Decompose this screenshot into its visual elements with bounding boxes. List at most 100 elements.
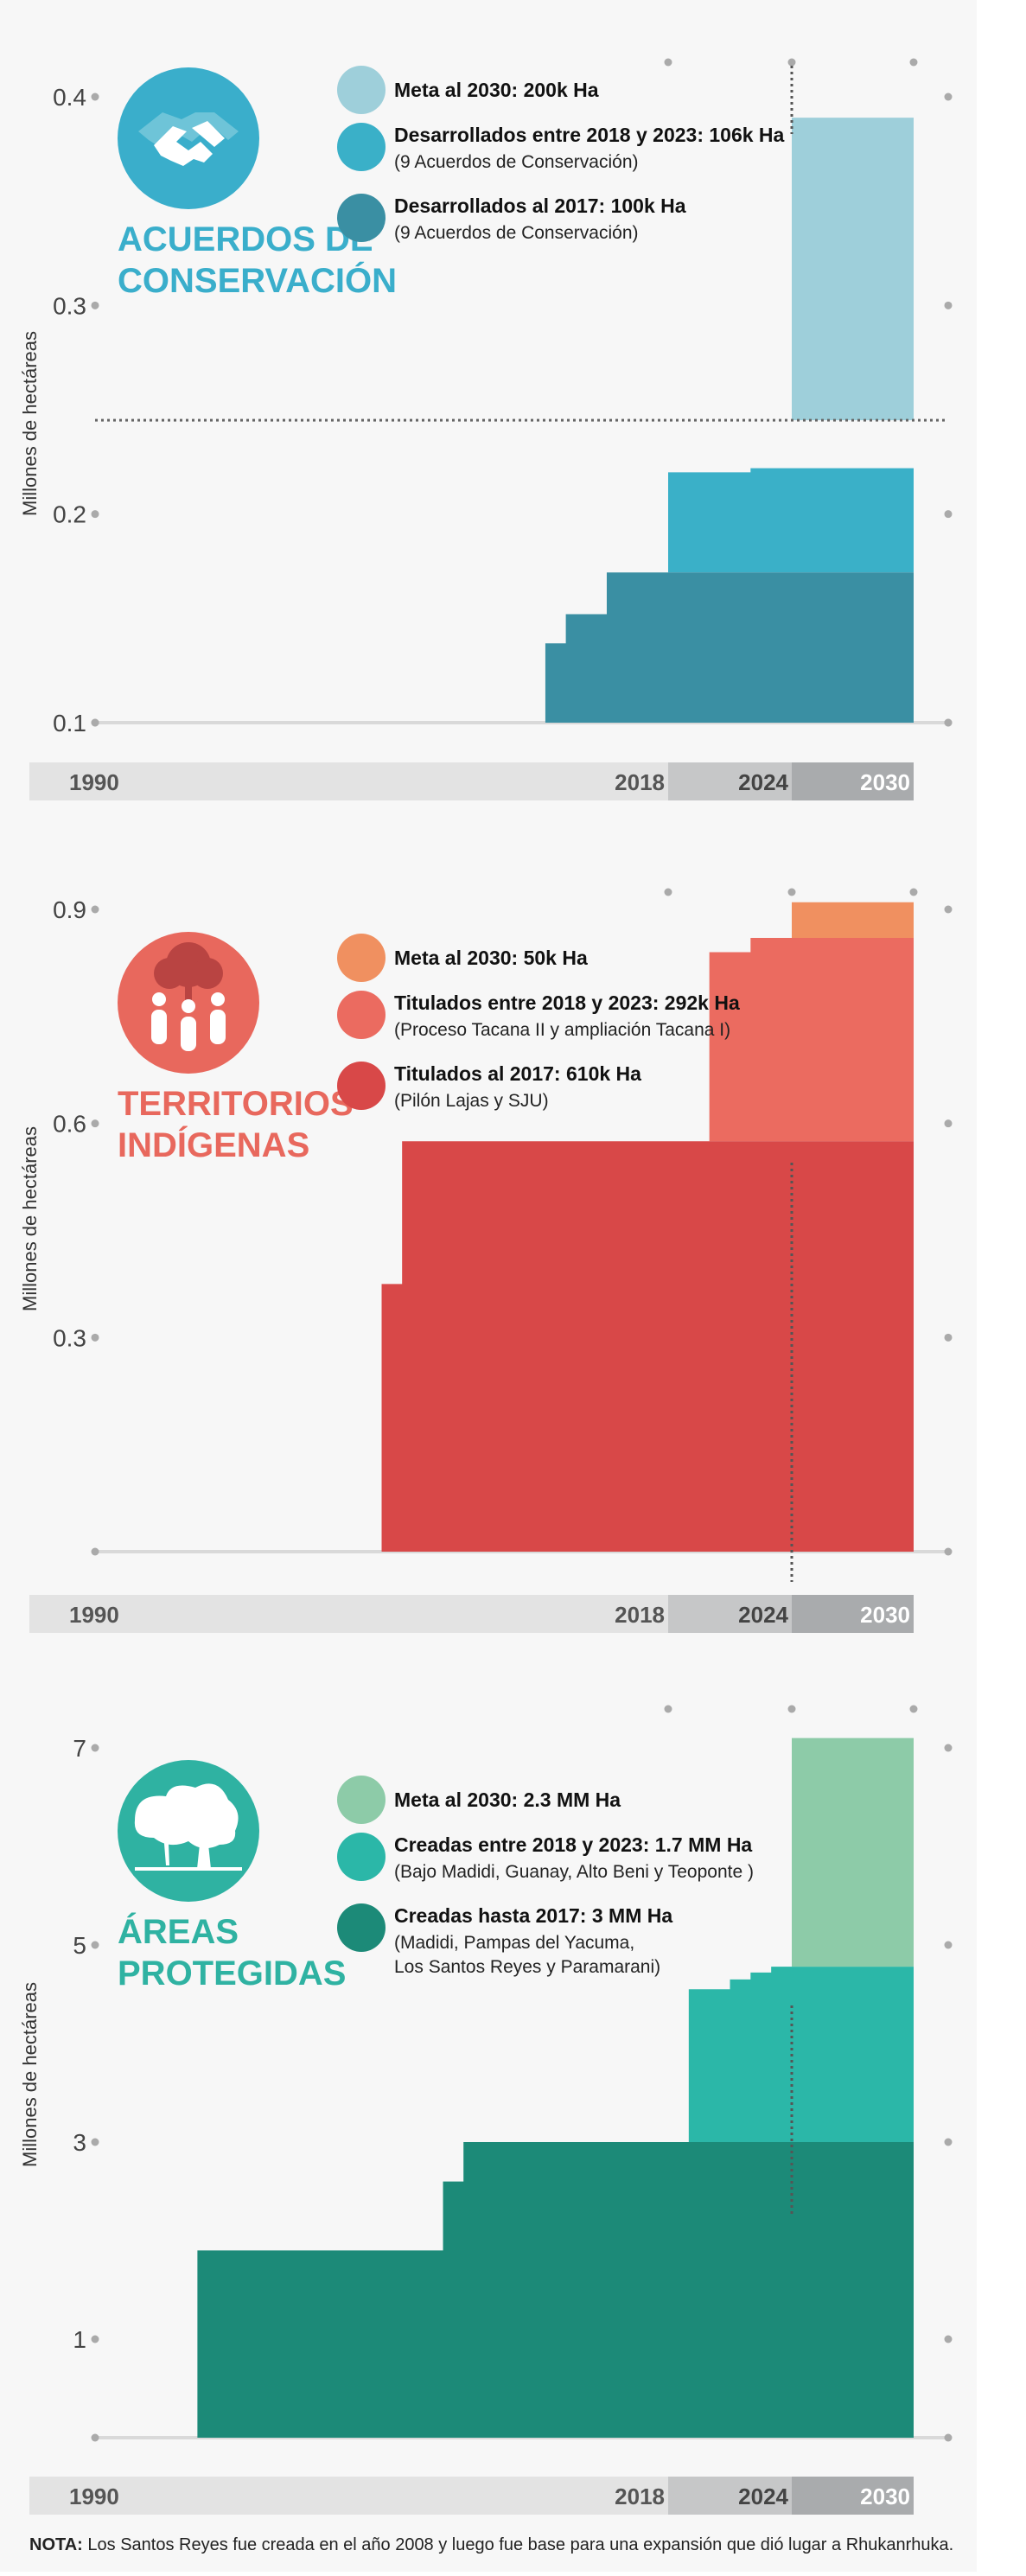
timeline-year-label: 1990 [69,769,119,795]
footnote-label: NOTA: [29,2535,83,2554]
footnote: NOTA: Los Santos Reyes fue creada en el … [29,2535,953,2554]
tree-trunk [197,1836,211,1869]
legend-subtitle: (Madidi, Pampas del Yacuma, [394,1933,634,1953]
year-marker-dot [909,58,918,67]
y-tick-label: 7 [73,1735,86,1762]
footnote-text: Los Santos Reyes fue creada en el año 20… [83,2535,953,2554]
timeline-year-label: 2024 [738,2484,788,2509]
legend-swatch [337,66,386,114]
chart-panel-3: Millones de hectáreas 7 5 3 1 1990 2018 2024 203… [19,1705,953,2515]
person-body [210,1010,226,1044]
y-tick-dot-right [944,2138,953,2146]
ground-line [135,1867,242,1871]
handshake-hand [192,121,225,147]
y-tick-label: 0.4 [53,84,86,111]
legend-title: Creadas entre 2018 y 2023: 1.7 MM Ha [394,1833,752,1856]
legend-title: Desarrollados entre 2018 y 2023: 106k Ha [394,124,785,146]
trees-icon [134,1783,242,1871]
year-marker-dot [664,888,672,896]
category-title: PROTEGIDAS [118,1954,346,1993]
timeline-year-label: 2024 [738,1602,788,1628]
y-tick-label: 1 [73,2326,86,2353]
timeline-strip-recent [668,1595,792,1633]
legend-swatch [337,123,386,171]
goal-area [792,1738,914,1967]
legend-subtitle: Los Santos Reyes y Paramarani) [394,1957,660,1977]
tree-canopy [134,1783,239,1849]
legend-title: Titulados al 2017: 610k Ha [394,1062,641,1085]
legend-swatch [337,1903,386,1952]
y-tick-label: 3 [73,2129,86,2156]
base-area [381,1141,914,1552]
category-title: INDÍGENAS [118,1125,309,1164]
goal-area [792,902,914,939]
y-axis-title: Millones de hectáreas [19,331,41,516]
y-axis-title: Millones de hectáreas [19,1982,41,2167]
y-tick-dot-right [944,1119,953,1128]
tree-canopy [154,958,185,989]
legend-subtitle: (Bajo Madidi, Guanay, Alto Beni y Teopon… [394,1862,754,1882]
year-marker-dot [787,888,796,896]
person-head [182,999,195,1013]
y-tick-dot [91,301,99,309]
year-marker-dot [664,58,672,67]
year-marker-dot [909,1705,918,1713]
y-tick-dot [91,1333,99,1342]
y-tick-dot [91,905,99,914]
legend-subtitle: (9 Acuerdos de Conservación) [394,152,639,172]
timeline-strip-past [29,1595,668,1633]
y-tick-dot [91,2138,99,2146]
legend-subtitle: (Proceso Tacana II y ampliación Tacana I… [394,1020,730,1040]
y-tick-dot [91,92,99,101]
developed-area [688,1967,914,2142]
indigenous-people-icon [151,942,226,1051]
axis-end-dot [944,1547,953,1556]
category-title: TERRITORIOS [118,1085,354,1123]
legend-title: Meta al 2030: 2.3 MM Ha [394,1789,621,1811]
year-marker-dot [909,888,918,896]
axis-end-dot [91,2433,99,2442]
y-axis-title: Millones de hectáreas [19,1126,41,1311]
y-tick-label: 0.6 [53,1111,86,1138]
y-tick-dot-right [944,1941,953,1949]
y-tick-dot [91,510,99,519]
handshake-hand [154,126,213,166]
person-head [152,992,166,1006]
legend-title: Meta al 2030: 50k Ha [394,947,588,969]
legend-swatch [337,1776,386,1824]
timeline-year-label: 2030 [860,769,910,795]
base-area [545,572,914,723]
legend-subtitle: (Pilón Lajas y SJU) [394,1091,549,1111]
legend-subtitle: (9 Acuerdos de Conservación) [394,223,639,243]
timeline-year-label: 2018 [615,769,665,795]
timeline-year-label: 2030 [860,2484,910,2509]
axis-end-dot [944,2433,953,2442]
y-tick-dot-right [944,1744,953,1752]
y-tick-label: 0.9 [53,896,86,923]
y-tick-dot [91,1119,99,1128]
year-marker-dot [787,58,796,67]
y-tick-label: 5 [73,1932,86,1959]
y-tick-dot [91,718,99,727]
chart-panel-1: Millones de hectáreas 0.4 0.3 0.2 0.1 1990 201… [19,58,953,800]
y-tick-dot [91,1744,99,1752]
y-tick-label: 0.3 [53,1324,86,1351]
person-head [211,992,225,1006]
timeline-strip-goal [792,2477,914,2515]
y-tick-dot [91,1941,99,1949]
timeline-year-label: 1990 [69,2484,119,2509]
y-tick-label: 0.1 [53,710,86,736]
y-tick-dot [91,2335,99,2343]
legend-title: Meta al 2030: 200k Ha [394,79,599,101]
y-tick-dot-right [944,92,953,101]
category-title: CONSERVACIÓN [118,260,397,300]
timeline-year-label: 1990 [69,1602,119,1628]
y-tick-label: 0.2 [53,501,86,528]
category-title: ÁREAS [118,1912,239,1951]
legend-swatch [337,1062,386,1110]
y-tick-dot-right [944,301,953,309]
base-area [197,2142,914,2438]
legend-title: Titulados entre 2018 y 2023: 292k Ha [394,992,740,1014]
category-title: ACUERDOS DE [118,220,373,258]
